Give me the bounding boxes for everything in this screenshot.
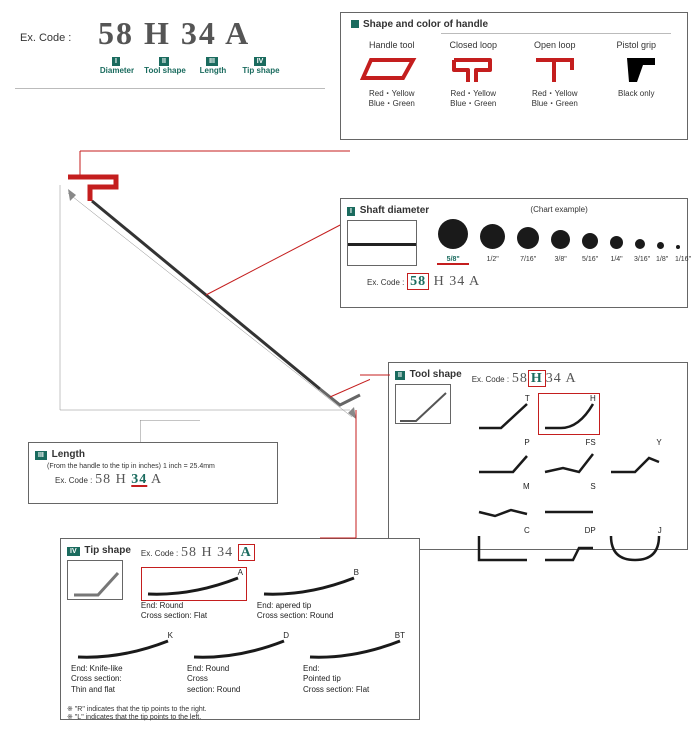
handle-sub: Red・YellowBlue・Green <box>353 89 431 108</box>
handle-tool-icon <box>353 50 429 86</box>
tip-thumb <box>67 560 123 600</box>
excode-main: Ex. Code : <box>20 32 71 44</box>
diameter-dots <box>437 216 681 252</box>
shape-grid: THPFSYMSCDPJ <box>472 393 666 567</box>
tip-section: IV Tip shape Ex. Code : 58 H 34 A AEnd: … <box>60 538 420 720</box>
diameter-section: I Shaft diameter (Chart example) 5/8"1/2… <box>340 198 688 308</box>
tip-row: AEnd: RoundCross section: FlatBEnd: aper… <box>141 567 413 622</box>
closed-loop-icon <box>434 50 510 86</box>
tip-connector <box>320 410 360 540</box>
toolshape-connector <box>360 370 390 380</box>
main-sub-labels: IDiameter IITool shape IIILength IVTip s… <box>98 55 282 75</box>
tool-illustration <box>20 145 370 425</box>
handle-section: Shape and color of handle Handle tool Re… <box>340 12 688 140</box>
tip-row2: KEnd: Knife-likeCross section:Thin and f… <box>71 630 413 695</box>
length-section: III Length (From the handle to the tip i… <box>28 442 278 504</box>
pistol-grip-icon <box>597 50 673 86</box>
toolshape-thumb <box>395 384 451 424</box>
toolshape-section: II Tool shape Ex. Code : 58H34 A THPFSYM… <box>388 362 688 550</box>
handle-title: Shape and color of handle <box>351 19 677 30</box>
length-connector <box>140 420 200 444</box>
open-loop-icon <box>516 50 592 86</box>
diameter-labels: 5/8"1/2"7/16"3/8"5/16"1/4"3/16"1/8"1/16" <box>437 256 681 265</box>
excode-label: Ex. Code : <box>20 32 71 44</box>
main-code: 58 H 34 A <box>98 15 250 52</box>
diameter-thumb <box>347 220 417 266</box>
